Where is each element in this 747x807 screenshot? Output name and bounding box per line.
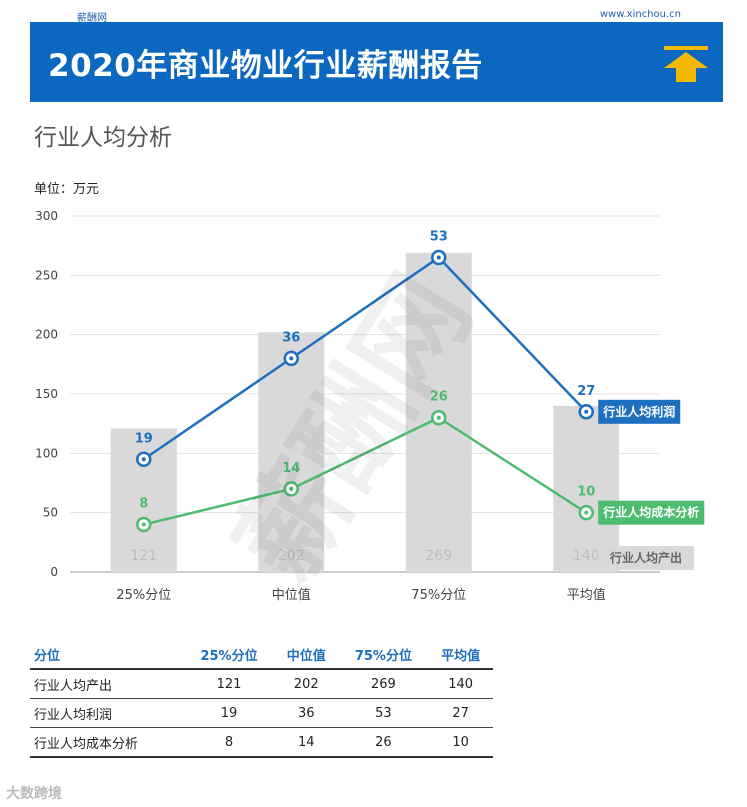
x-tick-label: 平均值 (567, 587, 606, 603)
profit-data-label: 19 (135, 431, 153, 446)
table-header-row: 分位 25%分位 中位值 75%分位 平均值 (30, 640, 493, 670)
output-legend-tag (598, 546, 694, 570)
cost-point-dot (436, 415, 441, 420)
table-header: 75%分位 (338, 640, 429, 670)
profit-point-dot (436, 255, 441, 260)
data-table: 分位 25%分位 中位值 75%分位 平均值 行业人均产出 121 202 26… (30, 640, 493, 758)
table-cell: 8 (184, 727, 274, 758)
y-tick-label: 100 (35, 446, 58, 460)
y-tick-label: 250 (35, 268, 58, 282)
scroll-top-arrow-icon[interactable] (662, 44, 710, 84)
table-cell: 14 (273, 727, 339, 758)
brand-link[interactable]: 薪酬网 (77, 13, 107, 24)
table-cell: 269 (338, 669, 429, 699)
profit-data-label: 53 (430, 230, 448, 245)
cost-data-label: 10 (577, 485, 595, 500)
table-cell: 26 (338, 727, 429, 758)
table-header: 25%分位 (184, 640, 274, 670)
table-cell: 27 (428, 698, 493, 728)
cost-legend-label: 行业人均成本分析 (602, 505, 699, 520)
cost-data-label: 14 (282, 461, 300, 476)
y-tick-label: 50 (43, 506, 58, 520)
cost-data-label: 26 (430, 390, 448, 405)
unit-label: 单位：万元 (34, 182, 100, 197)
table-header: 分位 (30, 640, 185, 670)
profit-point-dot (141, 457, 146, 462)
cost-point-dot (584, 510, 589, 515)
section-title: 行业人均分析 (34, 125, 172, 151)
cost-point-dot (141, 522, 146, 527)
table-row: 行业人均产出 121 202 269 140 (30, 669, 493, 699)
site-url-link[interactable]: www.xinchou.cn (599, 9, 681, 20)
table-header: 中位值 (273, 640, 339, 670)
table-cell: 53 (338, 698, 429, 728)
bar-value-label: 140 (573, 548, 600, 564)
report-title: 2020年商业物业行业薪酬报告 (48, 48, 483, 84)
header-banner: 2020年商业物业行业薪酬报告 (30, 22, 723, 102)
y-tick-label: 150 (35, 387, 58, 401)
bar-value-label: 202 (278, 548, 305, 564)
x-tick-label: 25%分位 (116, 588, 171, 603)
table-cell: 121 (184, 669, 274, 699)
profit-legend-tag (598, 399, 681, 424)
table-cell: 行业人均产出 (30, 669, 185, 699)
cost-data-label: 8 (139, 497, 148, 512)
table-header: 平均值 (428, 640, 493, 670)
table-cell: 10 (428, 727, 493, 758)
table-cell: 19 (184, 698, 274, 728)
x-tick-label: 75%分位 (411, 588, 466, 603)
profit-data-label: 27 (577, 384, 595, 399)
y-tick-label: 300 (35, 209, 58, 223)
bar-value-label: 269 (425, 548, 452, 564)
y-tick-label: 200 (35, 328, 58, 342)
profit-series-line (143, 255, 588, 461)
output-legend-label: 行业人均产出 (609, 550, 682, 565)
bar-value-label: 121 (130, 548, 157, 564)
corner-logo: 大数跨境 (6, 786, 62, 802)
table-row: 行业人均成本分析 8 14 26 10 (30, 727, 493, 758)
y-tick-label: 0 (50, 565, 58, 579)
table-cell: 行业人均利润 (30, 698, 185, 728)
per-capita-chart: 0 50 100 150 200 250 300 121 202 269 140 25%分位 中位值 75… (35, 209, 705, 603)
table-cell: 36 (273, 698, 339, 728)
cost-legend-tag (598, 500, 705, 525)
cost-point-dot (289, 486, 294, 491)
table-row: 行业人均利润 19 36 53 27 (30, 698, 493, 728)
x-tick-label: 中位值 (272, 587, 311, 603)
bar (553, 405, 620, 572)
table-cell: 行业人均成本分析 (30, 727, 185, 758)
profit-point-dot (289, 356, 294, 361)
profit-point-dot (584, 409, 589, 414)
cost-series-line (143, 416, 587, 526)
profit-legend-label: 行业人均利润 (602, 404, 675, 419)
bar (258, 332, 325, 572)
profit-data-label: 36 (282, 330, 300, 345)
table-cell: 140 (428, 669, 493, 699)
table-cell: 202 (273, 669, 339, 699)
